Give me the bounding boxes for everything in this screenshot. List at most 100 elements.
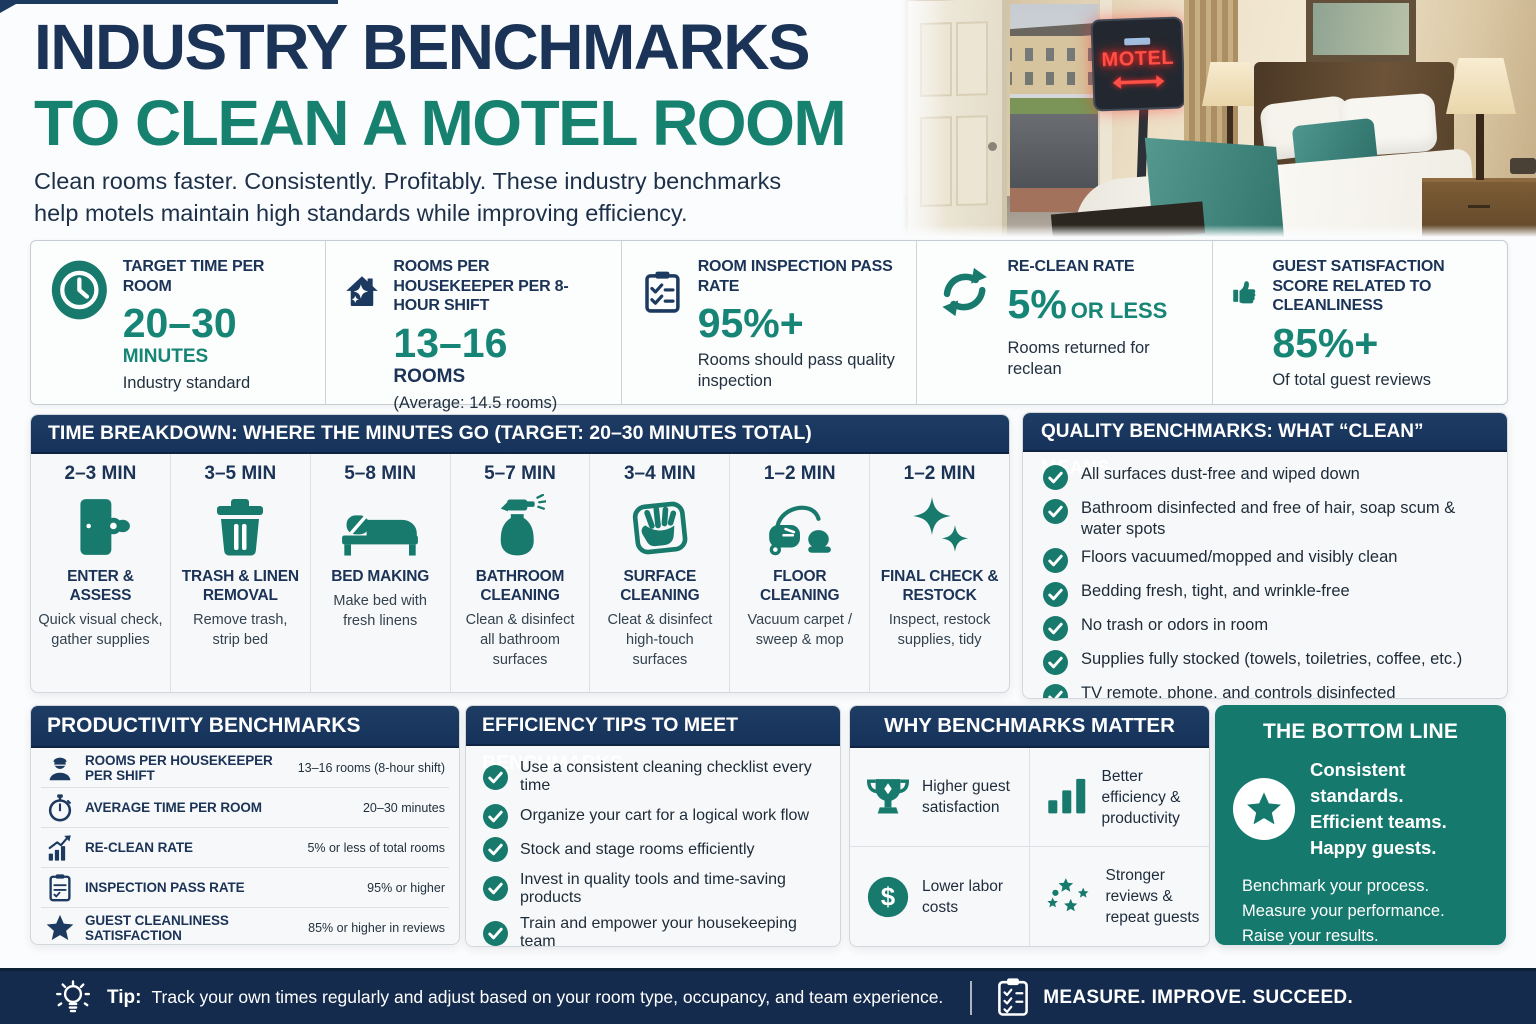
stat-unit: MINUTES — [122, 346, 209, 367]
star-icon — [1245, 791, 1283, 827]
row-label: AVERAGE TIME PER ROOM — [85, 800, 262, 815]
check-circle-icon — [1043, 582, 1068, 607]
check-circle-icon — [1043, 684, 1068, 699]
list-item: Organize your cart for a logical work fl… — [483, 804, 828, 829]
quality-item: Floors vacuumed/mopped and visibly clean — [1043, 547, 1493, 573]
quality-list: All surfaces dust-free and wiped down Ba… — [1023, 452, 1507, 699]
row-value: 5% or less of total rooms — [307, 840, 445, 855]
quality-item-text: Supplies fully stocked (towels, toiletri… — [1081, 650, 1463, 668]
motel-windows — [1010, 72, 1098, 85]
stat-label: ROOMS PER HOUSEKEEPER PER 8-HOUR SHIFT — [393, 258, 569, 314]
time-breakdown-panel: TIME BREAKDOWN: WHERE THE MINUTES GO (TA… — [30, 414, 1010, 693]
footer-divider — [970, 980, 973, 1015]
stat-label: TARGET TIME PER ROOM — [122, 258, 265, 295]
clipboard-icon — [45, 873, 75, 903]
lightbulb-icon — [54, 979, 92, 1017]
quality-item-text: TV remote, phone, and controls disinfect… — [1081, 684, 1396, 699]
bottom-line-text: Benchmark your process. Measure your per… — [1242, 874, 1488, 949]
why-cell: Lower labor costs — [850, 847, 1030, 946]
wipe-hand-icon — [627, 494, 693, 560]
door-panel — [920, 116, 952, 207]
check-circle-icon — [1043, 465, 1068, 490]
productivity-header: PRODUCTIVITY BENCHMARKS — [31, 706, 459, 748]
stat-label: GUEST SATISFACTION SCORE RELATED TO CLEA… — [1272, 258, 1445, 314]
check-circle-icon — [483, 804, 508, 829]
why-grid: Higher guest satisfaction Better efficie… — [850, 748, 1209, 946]
text-line: Raise your results. — [1242, 927, 1379, 945]
quality-item-text: Floors vacuumed/mopped and visibly clean — [1081, 548, 1398, 566]
table-row: AVERAGE TIME PER ROOM 20–30 minutes — [41, 787, 449, 827]
time-steps: 2–3 MIN ENTER & ASSESS Quick visual chec… — [31, 454, 1009, 692]
star-icon — [45, 914, 75, 942]
wall-picture — [1306, 0, 1416, 62]
clipboard-check-icon — [640, 261, 685, 323]
page-subtitle: Clean rooms faster. Consistently. Profit… — [34, 166, 864, 229]
why-cell: Stronger reviews & repeat guests — [1030, 847, 1210, 946]
stat-body: ROOM INSPECTION PASS RATE 95%+ Rooms sho… — [698, 257, 905, 404]
time-breakdown-header: TIME BREAKDOWN: WHERE THE MINUTES GO (TA… — [31, 415, 1009, 454]
step-trash-linen: 3–5 MIN TRASH & LINEN REMOVAL Remove tra… — [169, 454, 310, 692]
step-desc: Remove trash, strip bed — [193, 612, 288, 648]
photo-outside-view — [1010, 4, 1098, 212]
stat-value: 95%+ — [697, 300, 804, 346]
list-item: Use a consistent cleaning checklist ever… — [483, 759, 828, 795]
step-title: BED MAKING — [331, 568, 430, 585]
productivity-table: ROOMS PER HOUSEKEEPER PER SHIFT 13–16 ro… — [31, 748, 459, 944]
thumbs-up-icon — [1231, 263, 1260, 321]
trash-icon — [208, 494, 272, 560]
clock-icon — [49, 257, 110, 323]
stat-note: Industry standard — [122, 374, 251, 392]
motel-neon-sign: MOTEL — [1090, 16, 1186, 112]
list-item: Invest in quality tools and time-saving … — [483, 871, 828, 907]
door-panel — [956, 21, 988, 97]
step-title: SURFACE CLEANING — [620, 568, 700, 604]
footer-bar: Tip: Track your own times regularly and … — [0, 968, 1536, 1024]
phone — [1510, 158, 1536, 174]
subtitle-line1: Clean rooms faster. Consistently. Profit… — [34, 168, 782, 194]
step-time: 3–4 MIN — [623, 463, 696, 484]
bold-line: Happy guests. — [1310, 837, 1437, 858]
sign-light — [1124, 37, 1151, 46]
why-cell: Better efficiency & productivity — [1029, 748, 1209, 847]
check-circle-icon — [1043, 650, 1068, 675]
stat-value: 13–16 — [393, 319, 508, 366]
stat-card-target-time: TARGET TIME PER ROOM 20–30 MINUTES Indus… — [31, 241, 325, 404]
lamp-pole — [1476, 114, 1484, 180]
step-title: FLOOR CLEANING — [760, 568, 840, 604]
trophy-icon — [865, 775, 911, 819]
row-label: ROOMS PER HOUSEKEEPER PER SHIFT — [85, 752, 273, 783]
tip-text: Use a consistent cleaning checklist ever… — [520, 759, 812, 794]
quality-item: Supplies fully stocked (towels, toiletri… — [1043, 649, 1493, 675]
check-circle-icon — [1043, 499, 1068, 524]
stat-label: ROOM INSPECTION PASS RATE — [697, 258, 893, 295]
stats-strip: TARGET TIME PER ROOM 20–30 MINUTES Indus… — [30, 240, 1508, 412]
stat-unit: ROOMS — [393, 365, 466, 387]
recycle-arrows-icon — [935, 261, 994, 323]
stat-body: RE-CLEAN RATE 5% OR LESS Rooms returned f… — [1008, 257, 1200, 404]
check-circle-icon — [483, 921, 508, 946]
vacuum-icon — [763, 494, 837, 560]
list-item: Stock and stage rooms efficiently — [483, 837, 828, 862]
check-circle-icon — [1043, 548, 1068, 573]
text-line: Benchmark your process. — [1242, 877, 1430, 895]
stat-note: Rooms returned for reclean — [1007, 338, 1150, 378]
step-desc: Clean & disinfect all bathroom surfaces — [465, 612, 575, 668]
text-line: Measure your performance. — [1242, 902, 1445, 920]
why-label: Stronger reviews & repeat guests — [1105, 867, 1200, 926]
bottom-line-card: THE BOTTOM LINE Consistent standards. Ef… — [1215, 705, 1506, 945]
quality-benchmarks-panel: QUALITY BENCHMARKS: WHAT “CLEAN” MEANS A… — [1022, 412, 1508, 699]
step-title: BATHROOM CLEANING — [475, 568, 565, 604]
step-surface-cleaning: 3–4 MIN SURFACE CLEANING Cleat & disinfe… — [589, 454, 729, 692]
stat-note: Of total guest reviews — [1272, 370, 1431, 389]
sign-arrow-icon — [1112, 75, 1165, 89]
step-bathroom-cleaning: 5–7 MIN BATHROOM CLEANING Clean & disinf… — [449, 454, 590, 692]
bed-icon — [337, 494, 423, 560]
stopwatch-icon — [45, 793, 75, 823]
step-desc: Vacuum carpet / sweep & mop — [747, 612, 852, 648]
tip-text: Track your own times regularly and adjus… — [151, 987, 944, 1007]
tip-text: Invest in quality tools and time-saving … — [520, 870, 786, 906]
stat-value: 20–30 — [122, 300, 237, 346]
stat-card-rooms-per-shift: ROOMS PER HOUSEKEEPER PER 8-HOUR SHIFT 1… — [325, 241, 620, 412]
row-value: 20–30 minutes — [362, 800, 445, 815]
subtitle-line2: help motels maintain high standards whil… — [34, 199, 688, 226]
